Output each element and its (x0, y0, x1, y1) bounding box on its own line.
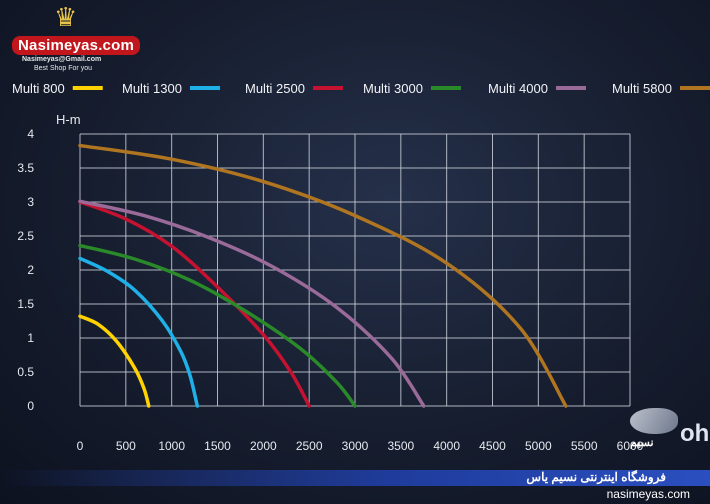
x-tick-label: 0 (77, 439, 84, 453)
x-tick-label: 6000 (617, 439, 644, 453)
brand-watermark: oh نسیم (624, 406, 710, 456)
legend-swatch (430, 86, 461, 90)
y-axis-title: H-m (56, 112, 81, 127)
logo-name: Nasimeyas.com (12, 36, 141, 55)
series-line-multi-5800 (78, 143, 568, 408)
chart-axes: 0 500 1000 1500 2000 2500 3000 3500 4000 4500 5000… (17, 112, 643, 453)
legend-swatch (679, 86, 710, 90)
series-line-multi-1300 (78, 256, 200, 408)
crown-icon: ♛ (54, 2, 78, 32)
legend-label: Multi 5800 (612, 81, 672, 96)
y-tick-label: 0.5 (17, 365, 34, 379)
footer: فروشگاه اینترنتی نسیم یاس nasimeyas.com (0, 464, 710, 504)
y-tick-label: 1 (27, 331, 34, 345)
footer-url: nasimeyas.com (606, 487, 690, 501)
y-tick-label: 1.5 (17, 297, 34, 311)
legend-swatch (189, 86, 220, 90)
brand-word: oh (680, 420, 710, 447)
store-logo: ♛ Nasimeyas.com Nasimeyas@Gmail.com Best… (8, 4, 168, 76)
fish-icon (630, 408, 678, 434)
series-line-multi-2500 (78, 200, 311, 408)
y-tick-label: 2.5 (17, 229, 34, 243)
x-tick-label: 3500 (387, 439, 414, 453)
chart-legend: Multi 800 Multi 1300 Multi 2500 Multi 3000 M… (12, 81, 710, 96)
brand-sub: نسیم (630, 437, 654, 449)
y-tick-label: 0 (27, 399, 34, 413)
series-line-multi-3000 (78, 243, 357, 408)
legend-label: Multi 1300 (122, 81, 182, 96)
x-tick-label: 4000 (433, 439, 460, 453)
series-line-multi-800 (78, 314, 151, 408)
x-tick-label: 5000 (525, 439, 552, 453)
x-tick-label: 500 (116, 439, 136, 453)
footer-store-name: فروشگاه اینترنتی نسیم یاس (526, 470, 666, 484)
x-tick-label: 2000 (250, 439, 277, 453)
chart-grid (79, 133, 631, 407)
x-tick-label: 3000 (342, 439, 369, 453)
logo-tagline: Best Shop For you (34, 65, 92, 72)
x-tick-label: 1500 (204, 439, 231, 453)
legend-label: Multi 4000 (488, 81, 548, 96)
x-tick-label: 1000 (158, 439, 185, 453)
legend-swatch (72, 86, 103, 90)
legend-label: Multi 2500 (245, 81, 305, 96)
footer-band (0, 470, 710, 486)
series-line-multi-4000 (78, 199, 426, 408)
legend-label: Multi 800 (12, 81, 65, 96)
x-tick-label: 4500 (479, 439, 506, 453)
x-tick-label: 2500 (296, 439, 323, 453)
legend-label: Multi 3000 (363, 81, 423, 96)
y-tick-label: 3.5 (17, 161, 34, 175)
y-tick-label: 2 (27, 263, 34, 277)
chart-series (78, 143, 568, 408)
logo-email: Nasimeyas@Gmail.com (22, 56, 102, 63)
y-tick-label: 4 (27, 127, 34, 141)
y-tick-label: 3 (27, 195, 34, 209)
legend-swatch (555, 86, 586, 90)
legend-swatch (312, 86, 343, 90)
x-tick-label: 5500 (571, 439, 598, 453)
